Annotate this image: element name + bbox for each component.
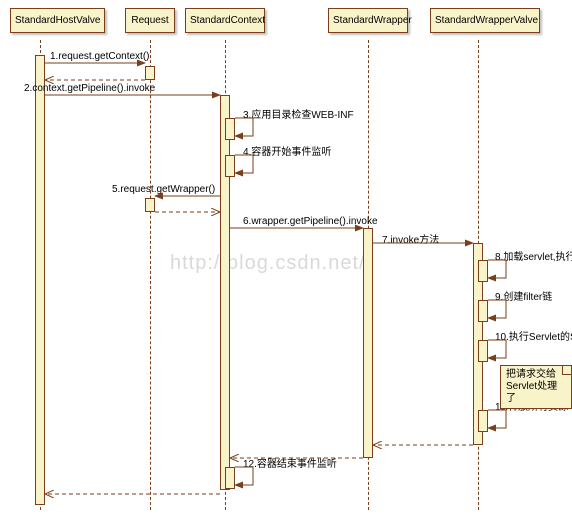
participant-hostvalve: StandardHostValve: [10, 8, 105, 33]
message-label: 4.容器开始事件监听: [243, 143, 331, 158]
participant-wrapper: StandardWrapper: [328, 8, 408, 33]
message-label: 9.创建filter链: [495, 288, 552, 303]
message-label: 12.容器结束事件监听: [243, 455, 337, 470]
message-label: 8.加载servlet,执行init方法: [495, 248, 572, 263]
message-label: 3.应用目录检查WEB-INF: [243, 106, 354, 121]
lifeline-request: [150, 40, 151, 510]
activation: [478, 410, 488, 432]
participant-context: StandardContext: [185, 8, 265, 33]
note-line: 把请求交给: [506, 369, 566, 381]
activation: [478, 260, 488, 282]
activation: [35, 55, 45, 505]
message-label: 7.invoke方法: [382, 231, 439, 246]
participant-request: Request: [125, 8, 175, 33]
message-label: 6.wrapper.getPipeline().invoke: [243, 216, 378, 227]
activation: [145, 198, 155, 212]
message-label: 10.执行Servlet的Service方法: [495, 328, 572, 343]
watermark: http://blog.csdn.net/: [170, 252, 366, 275]
activation: [478, 340, 488, 362]
note: 把请求交给Servlet处理了: [500, 365, 572, 409]
message-label: 5.request.getWrapper(): [112, 184, 215, 195]
activation: [225, 155, 235, 177]
activation: [225, 467, 235, 489]
message-label: 1.request.getContext(): [50, 51, 150, 62]
activation: [145, 66, 155, 80]
activation: [225, 118, 235, 140]
note-line: Servlet处理了: [506, 381, 566, 405]
activation: [478, 300, 488, 322]
message-label: 2.context.getPipeline().invoke: [24, 83, 155, 94]
participant-wrapvalve: StandardWrapperValve: [430, 8, 540, 33]
activation: [363, 228, 373, 458]
